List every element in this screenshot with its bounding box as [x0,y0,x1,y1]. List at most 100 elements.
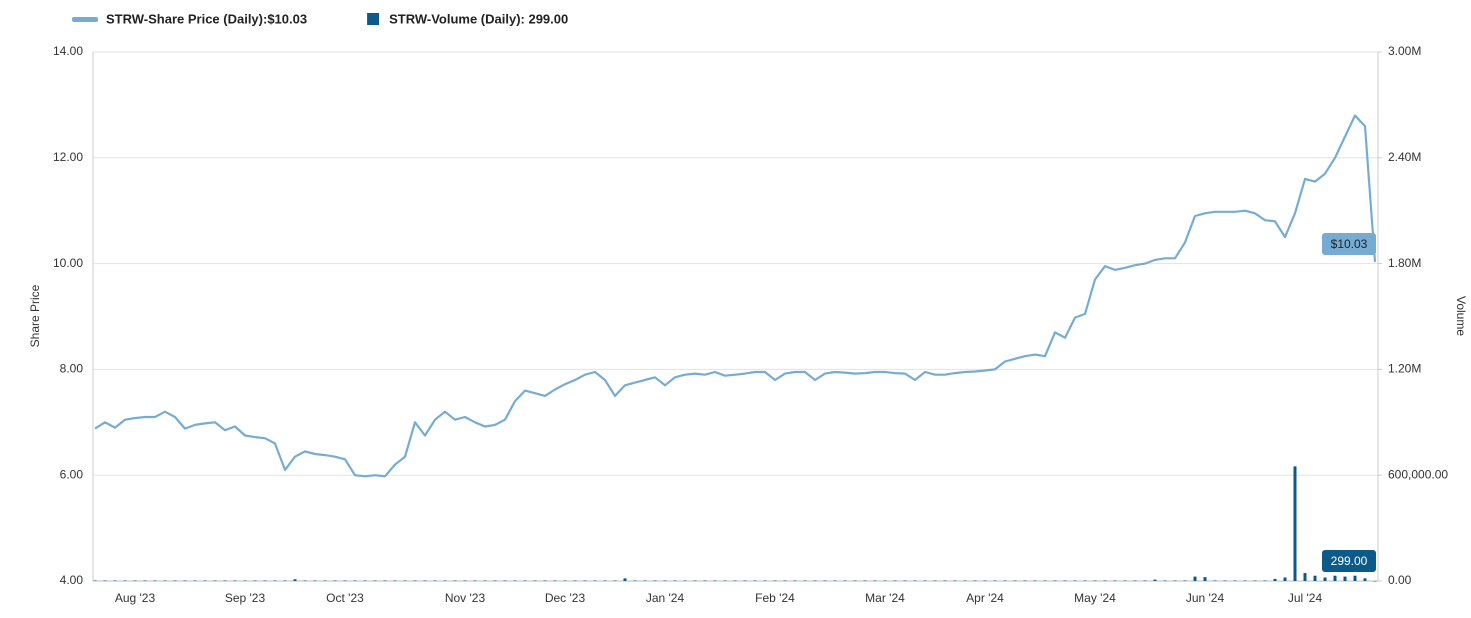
volume-bar [723,580,727,581]
volume-bar [803,580,807,581]
volume-bar [453,580,457,581]
volume-bar [503,580,507,581]
volume-bar [873,580,877,581]
volume-bar [833,580,837,581]
volume-bar [543,580,547,581]
volume-bar [1313,575,1317,581]
volume-bar [363,580,367,581]
volume-bar [1073,580,1077,581]
x-tick-label: Aug '23 [115,591,156,605]
volume-bar [1173,580,1177,581]
volume-bar [383,580,387,581]
volume-bar [783,580,787,581]
volume-bar [563,580,567,581]
volume-bar [1063,580,1067,581]
volume-bar [983,580,987,581]
volume-bar [693,580,697,581]
volume-bar [93,580,97,581]
volume-bar [103,580,107,581]
volume-bar [553,580,557,581]
volume-bar [993,580,997,581]
x-tick-label: Apr '24 [966,591,1004,605]
x-tick-label: Dec '23 [545,591,586,605]
volume-bar [793,580,797,581]
volume-bar [1213,580,1217,581]
volume-bar [263,580,267,581]
volume-bar [643,580,647,581]
volume-bar [433,580,437,581]
volume-bar [943,580,947,581]
y-tick-label: 10.00 [53,256,83,270]
volume-bar [703,580,707,581]
volume-bar [133,580,137,581]
volume-bar [1183,580,1187,581]
volume-bar [733,580,737,581]
volume-bar [1353,575,1357,581]
volume-bar [1123,580,1127,581]
x-tick-label: Mar '24 [865,591,905,605]
volume-bar [933,580,937,581]
volume-bar [1033,580,1037,581]
volume-bar [193,580,197,581]
volume-bar [823,580,827,581]
volume-bar [1263,580,1267,581]
volume-bar [373,580,377,581]
volume-bar [173,580,177,581]
volume-bar [233,580,237,581]
volume-bar [293,579,297,581]
volume-bar [353,580,357,581]
volume-bar [1133,580,1137,581]
volume-bar [673,580,677,581]
volume-bar [243,580,247,581]
volume-bar [1253,580,1257,581]
volume-bar [623,578,627,581]
volume-bar [1293,466,1297,581]
volume-bar [593,580,597,581]
volume-bar [1333,575,1337,581]
value-flag [1322,549,1376,572]
volume-bar [913,580,917,581]
volume-bar [1153,579,1157,581]
volume-bar [743,580,747,581]
y2-axis-title: Volume [1454,296,1468,336]
y2-tick-label: 0.00 [1388,573,1412,587]
volume-bar [493,580,497,581]
x-tick-label: Oct '23 [326,591,364,605]
volume-bar [603,580,607,581]
volume-bar [1233,580,1237,581]
volume-bar [893,580,897,581]
volume-bar [273,580,277,581]
volume-bar [853,580,857,581]
value-label: 299.00 [1331,554,1368,568]
volume-bar [1013,580,1017,581]
volume-bar [1243,580,1247,581]
volume-bar [633,580,637,581]
volume-bar [583,580,587,581]
volume-bar [533,580,537,581]
x-tick-label: Nov '23 [445,591,486,605]
volume-bar [923,580,927,581]
volume-bar [523,580,527,581]
volume-bar [203,580,207,581]
price-line [94,114,1377,478]
volume-bar [1083,580,1087,581]
volume-bar [1143,580,1147,581]
value-label: $10.03 [1331,237,1368,251]
volume-bar [163,580,167,581]
volume-bar [483,580,487,581]
volume-bar [843,580,847,581]
y-tick-label: 8.00 [60,362,84,376]
x-tick-label: May '24 [1074,591,1116,605]
volume-bar [513,580,517,581]
volume-bar [1363,578,1367,581]
volume-bar [973,580,977,581]
volume-bar [1113,580,1117,581]
volume-bar [283,580,287,581]
volume-bar [1163,580,1167,581]
x-tick-label: Jun '24 [1186,591,1225,605]
volume-bar [413,580,417,581]
value-flag [1322,233,1376,256]
volume-bar [1103,580,1107,581]
volume-bar [323,580,327,581]
